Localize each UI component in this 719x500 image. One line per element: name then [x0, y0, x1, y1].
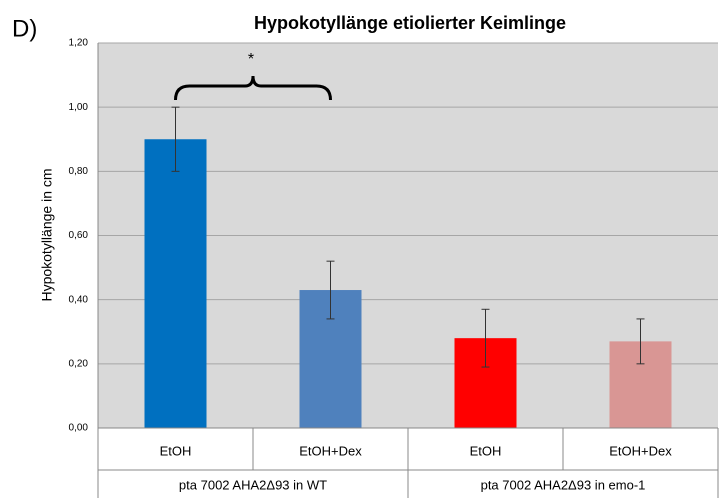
error-bar	[636, 318, 645, 365]
x-tick-label: EtOH+Dex	[299, 443, 362, 458]
x-tick-label: EtOH+Dex	[609, 443, 672, 458]
group-label: pta 7002 AHA2Δ93 in emo-1	[481, 477, 646, 492]
chart-title: Hypokotyllänge etiolierter Keimlinge	[254, 13, 566, 33]
y-tick-label: 0,20	[69, 358, 89, 369]
y-tick-label: 0,40	[69, 294, 89, 305]
error-bar	[481, 308, 490, 368]
bar	[144, 139, 207, 428]
error-bar	[171, 106, 180, 172]
annotation: *	[248, 51, 254, 68]
significance-brace	[174, 75, 332, 101]
error-bar	[326, 260, 335, 320]
panel-label: D)	[12, 15, 37, 42]
y-tick-label: 0,00	[69, 423, 89, 434]
y-tick-label: 0,80	[69, 166, 89, 177]
y-axis-label: Hypokotyllänge in cm	[39, 168, 55, 301]
y-tick-label: 1,20	[69, 38, 89, 49]
x-tick-label: EtOH	[470, 443, 502, 458]
y-tick-label: 1,00	[69, 102, 89, 113]
x-tick-label: EtOH	[160, 443, 192, 458]
group-label: pta 7002 AHA2Δ93 in WT	[179, 477, 327, 492]
y-tick-label: 0,60	[69, 230, 89, 241]
